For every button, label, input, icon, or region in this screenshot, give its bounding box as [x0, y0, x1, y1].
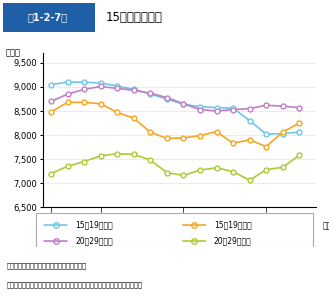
FancyBboxPatch shape — [3, 3, 95, 32]
Text: （年）: （年） — [323, 221, 329, 230]
Text: 平成９: 平成９ — [44, 221, 58, 230]
Text: １２: １２ — [96, 221, 105, 230]
Text: 第1-2-7図: 第1-2-7図 — [28, 12, 68, 22]
Y-axis label: （歩）: （歩） — [6, 49, 21, 58]
Text: (1997): (1997) — [38, 234, 64, 243]
Text: １７: １７ — [179, 221, 188, 230]
Text: 20～29歳男性: 20～29歳男性 — [75, 237, 113, 246]
Text: 15～19歳女性: 15～19歳女性 — [214, 221, 252, 229]
FancyBboxPatch shape — [36, 213, 313, 247]
Text: (2010): (2010) — [254, 234, 279, 243]
Text: （出典）厚生労働省「国民健康・栄養調査」: （出典）厚生労働省「国民健康・栄養調査」 — [7, 262, 87, 268]
Text: ２２: ２２ — [262, 221, 271, 230]
Text: 15歳以上の歩数: 15歳以上の歩数 — [105, 11, 162, 24]
Text: 15～19歳男性: 15～19歳男性 — [75, 221, 113, 229]
Text: (2005): (2005) — [171, 234, 196, 243]
Text: 20～29歳女性: 20～29歳女性 — [214, 237, 252, 246]
Text: (2000): (2000) — [88, 234, 114, 243]
Text: （注）傾向を把握するため，後方３期移動平均の数値をグラフ化している。: （注）傾向を把握するため，後方３期移動平均の数値をグラフ化している。 — [7, 282, 142, 288]
